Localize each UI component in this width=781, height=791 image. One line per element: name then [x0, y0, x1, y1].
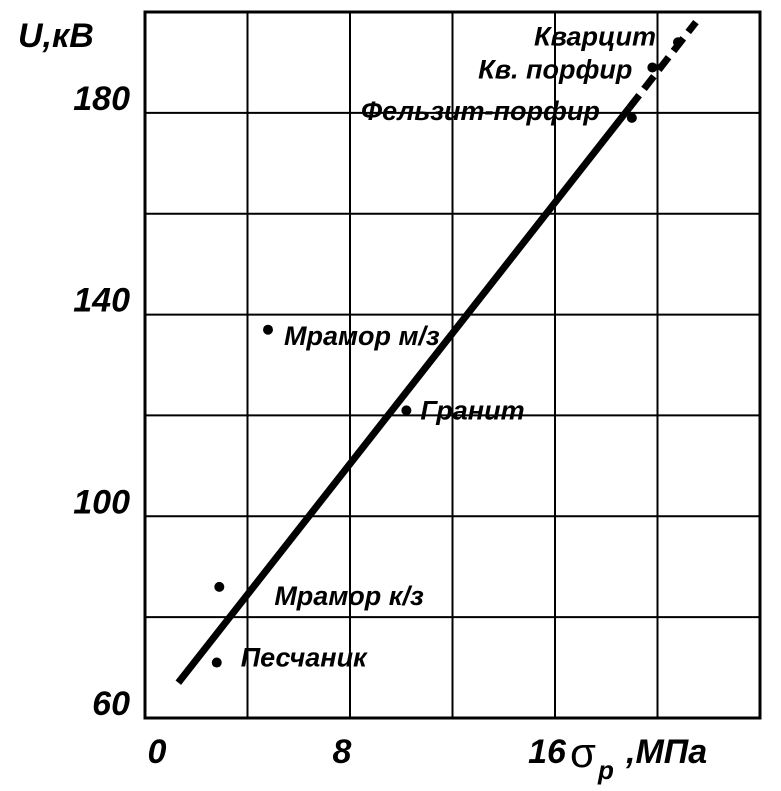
data-point: [214, 581, 225, 592]
y-tick-label: 140: [73, 282, 130, 320]
x-tick-label: 8: [333, 733, 352, 771]
data-point: [673, 37, 683, 48]
point-label: Кв. порфир: [478, 55, 632, 85]
trend-line: [626, 19, 699, 110]
point-label: Мрамор к/з: [274, 581, 424, 611]
x-tick-label: 0: [148, 733, 167, 771]
point-label: Кварцит: [534, 21, 656, 51]
data-point: [263, 324, 273, 335]
x-label-unit: ,МПа: [625, 733, 707, 771]
x-label-symbol: σ: [570, 729, 596, 776]
x-axis-label: σ p ,МПа: [570, 729, 707, 785]
y-tick-label: 180: [73, 80, 130, 118]
point-label: Песчаник: [241, 643, 368, 673]
y-tick-label: 100: [73, 483, 130, 521]
y-tick-label: 60: [92, 685, 130, 723]
y-axis-label: U,кВ: [18, 17, 94, 55]
data-point: [401, 405, 412, 416]
trend-line: [175, 105, 633, 685]
x-tick-label: 16: [528, 733, 567, 771]
point-label: Фельзит-порфир: [361, 96, 600, 126]
point-label: Мрамор м/з: [284, 321, 440, 351]
data-point: [626, 112, 637, 123]
data-point: [647, 62, 658, 73]
data-point: [211, 657, 222, 668]
x-label-subscript: p: [597, 755, 614, 785]
point-label: Гранит: [420, 396, 524, 426]
plot-frame: [143, 10, 762, 720]
